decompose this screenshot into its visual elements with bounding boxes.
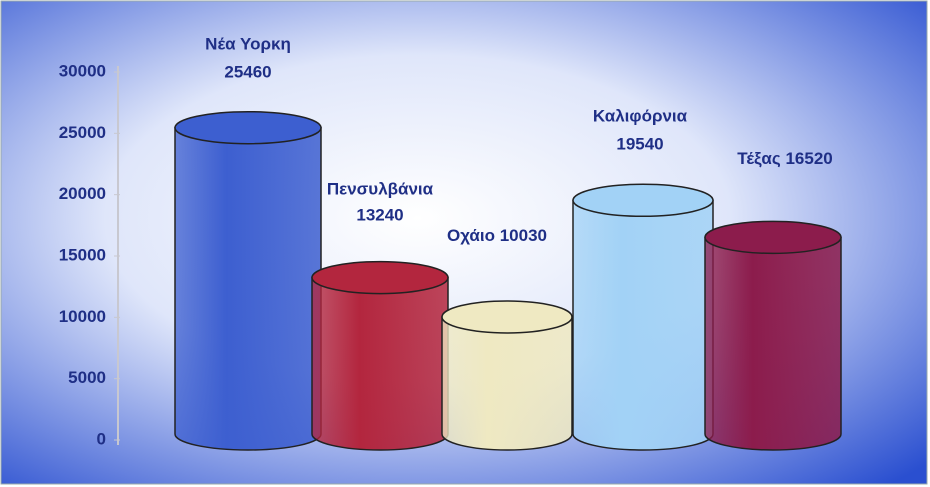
value-label: 19540 <box>616 134 663 153</box>
y-tick-label: 25000 <box>59 123 106 142</box>
y-tick-label: 5000 <box>68 368 106 387</box>
category-label: Νέα Υορκη <box>205 34 291 53</box>
bar-top <box>572 183 714 218</box>
bar-top <box>441 300 573 334</box>
y-tick-label: 30000 <box>59 61 106 80</box>
data-label: Οχάιο 10030 <box>447 226 547 245</box>
bar-top <box>704 220 842 255</box>
data-label: Τέξας 16520 <box>737 149 832 168</box>
bar <box>441 316 573 451</box>
value-label: 25460 <box>224 62 271 81</box>
bar <box>572 199 714 451</box>
value-label: 16520 <box>785 149 832 168</box>
category-label: Καλιφόρνια <box>593 106 688 125</box>
bar <box>311 276 449 451</box>
bar-top <box>174 110 322 145</box>
y-tick-label: 0 <box>97 429 106 448</box>
y-tick-label: 20000 <box>59 184 106 203</box>
category-label: Τέξας <box>737 149 781 168</box>
category-label: Πενσυλβάνια <box>327 179 434 198</box>
bar <box>704 236 842 451</box>
value-label: 10030 <box>500 226 547 245</box>
value-label: 13240 <box>356 205 403 224</box>
y-tick-label: 15000 <box>59 245 106 264</box>
category-label: Οχάιο <box>447 226 495 245</box>
y-tick-label: 10000 <box>59 307 106 326</box>
bar <box>174 126 322 451</box>
bar-top <box>311 260 449 295</box>
